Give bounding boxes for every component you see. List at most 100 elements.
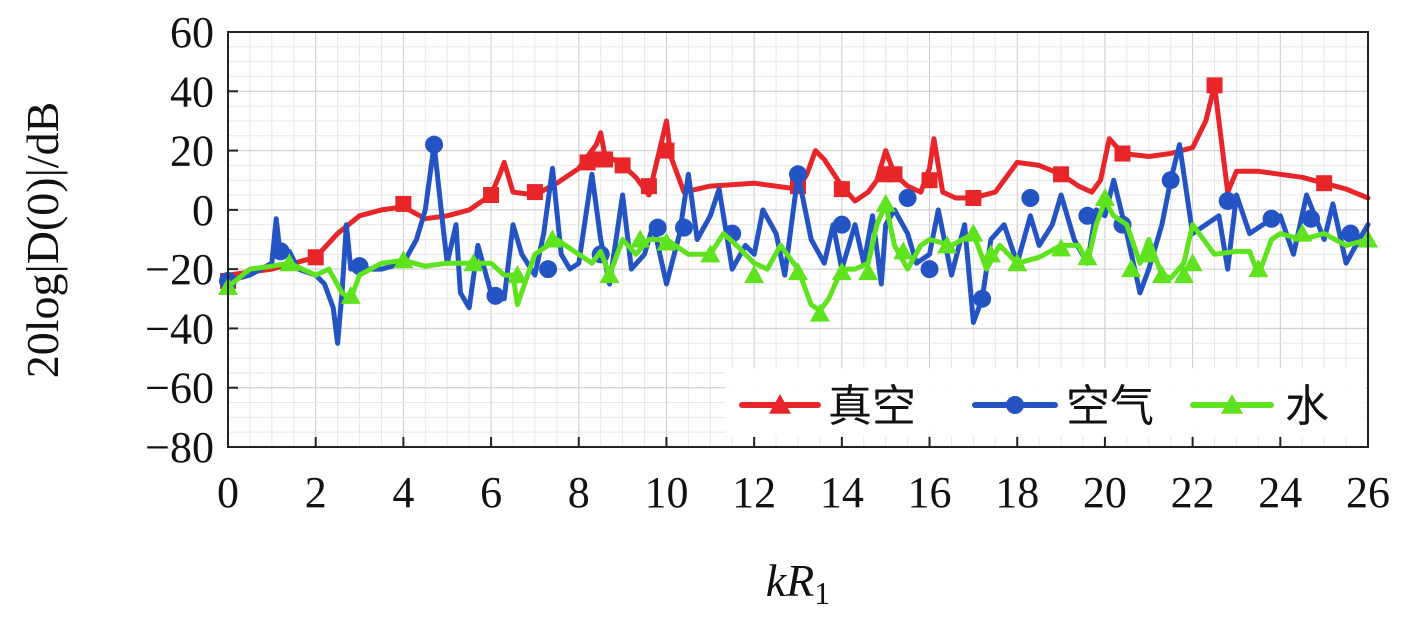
series-2 [218, 188, 1378, 322]
legend-item-water: 水 [1190, 381, 1329, 432]
series-marker [1161, 171, 1180, 190]
series-marker [886, 166, 903, 183]
y-tick-label: −40 [145, 304, 214, 353]
series-marker [1051, 238, 1072, 257]
series-marker [1292, 223, 1313, 242]
x-tick-label: 10 [644, 468, 688, 517]
series-marker [271, 242, 290, 261]
series-marker [395, 195, 412, 212]
series-marker [898, 189, 917, 207]
series-marker [920, 260, 939, 279]
series-marker [1114, 145, 1131, 162]
series-marker [597, 151, 614, 168]
x-tick-label: 14 [820, 468, 864, 517]
series-marker [648, 218, 667, 237]
series-marker [1218, 191, 1237, 210]
series-marker [1316, 175, 1333, 192]
legend-label-water: 水 [1285, 381, 1329, 432]
series-marker [656, 232, 677, 251]
plot-frame [227, 31, 1369, 448]
x-tick-label: 0 [217, 468, 239, 517]
y-axis-title: 20log|D(0)|/dB [17, 102, 68, 379]
series-marker [980, 244, 1001, 263]
series-marker [599, 265, 620, 284]
series-marker [640, 178, 657, 195]
series-marker [307, 249, 324, 266]
series-marker [507, 265, 528, 284]
series-marker [675, 218, 693, 237]
legend-item-air: 空气 [972, 381, 1154, 432]
series-marker [486, 286, 505, 305]
series-marker [858, 262, 879, 281]
series-marker [788, 262, 808, 281]
series-marker [614, 157, 631, 174]
series-0 [220, 77, 1371, 289]
x-axis-title-main: kR [766, 555, 815, 606]
series-marker [1021, 189, 1040, 207]
series-marker [973, 289, 992, 308]
x-tick-label: 4 [392, 468, 414, 517]
series-marker [539, 260, 558, 279]
legend-item-vacuum: 真空 [739, 381, 916, 432]
y-tick-label: −20 [145, 245, 214, 294]
series-marker [1151, 265, 1172, 284]
y-tick-label: −80 [145, 423, 214, 472]
series-marker [1262, 209, 1281, 228]
legend-marker-vacuum [769, 394, 791, 414]
x-tick-label: 6 [480, 468, 502, 517]
x-tick-label: 8 [568, 468, 590, 517]
x-tick-label: 22 [1171, 468, 1215, 517]
series-marker [963, 223, 984, 242]
series-marker [832, 215, 851, 234]
legend-marker-air [1006, 396, 1024, 414]
tick-labels: 0 2 4 6 8 10 12 14 16 18 20 22 24 266040200−20−40−60−… [145, 8, 1390, 517]
x-tick-label: 12 [732, 468, 776, 517]
series-marker [526, 184, 543, 201]
series-marker [1077, 247, 1098, 266]
series-marker [393, 250, 414, 269]
legend-label-vacuum: 真空 [828, 381, 916, 432]
series-marker [937, 235, 958, 254]
x-tick-label: 16 [908, 468, 952, 517]
series-marker [1173, 265, 1194, 284]
series-marker [833, 181, 850, 198]
series-marker [1248, 259, 1269, 278]
legend: 真空 空气 水 [725, 368, 1365, 436]
series-marker [425, 135, 444, 154]
series-marker [483, 187, 500, 204]
series-marker [875, 193, 896, 212]
y-tick-label: 0 [192, 186, 214, 235]
series-marker [893, 241, 914, 260]
series-marker [1182, 253, 1203, 272]
series-marker [965, 190, 982, 206]
x-tick-label: 18 [995, 468, 1039, 517]
y-tick-label: 40 [170, 67, 214, 116]
series-marker [658, 142, 675, 159]
series-marker [1078, 206, 1097, 225]
x-tick-label: 20 [1083, 468, 1127, 517]
series-marker [1302, 209, 1320, 228]
y-tick-label: 60 [170, 8, 214, 57]
series-marker [1206, 77, 1223, 94]
x-axis-title-sub: 1 [814, 575, 830, 611]
series-marker [1007, 253, 1028, 272]
series-marker [1341, 224, 1360, 243]
series-marker [809, 303, 830, 322]
series-marker [630, 229, 651, 248]
y-tick-label: 20 [170, 127, 214, 176]
series-marker [463, 253, 484, 272]
series-marker [789, 165, 807, 184]
legend-label-air: 空气 [1066, 381, 1154, 432]
series-marker [921, 172, 938, 189]
series-marker [1053, 166, 1070, 183]
series-marker [279, 253, 300, 272]
series-marker [700, 244, 721, 263]
axis-ticks [227, 31, 1369, 448]
x-tick-label: 26 [1346, 468, 1390, 517]
x-tick-label: 24 [1258, 468, 1302, 517]
series-marker [831, 262, 852, 281]
x-tick-label: 2 [305, 468, 327, 517]
legend-marker-water [1221, 394, 1243, 414]
x-axis-title: kR1 [766, 555, 831, 611]
